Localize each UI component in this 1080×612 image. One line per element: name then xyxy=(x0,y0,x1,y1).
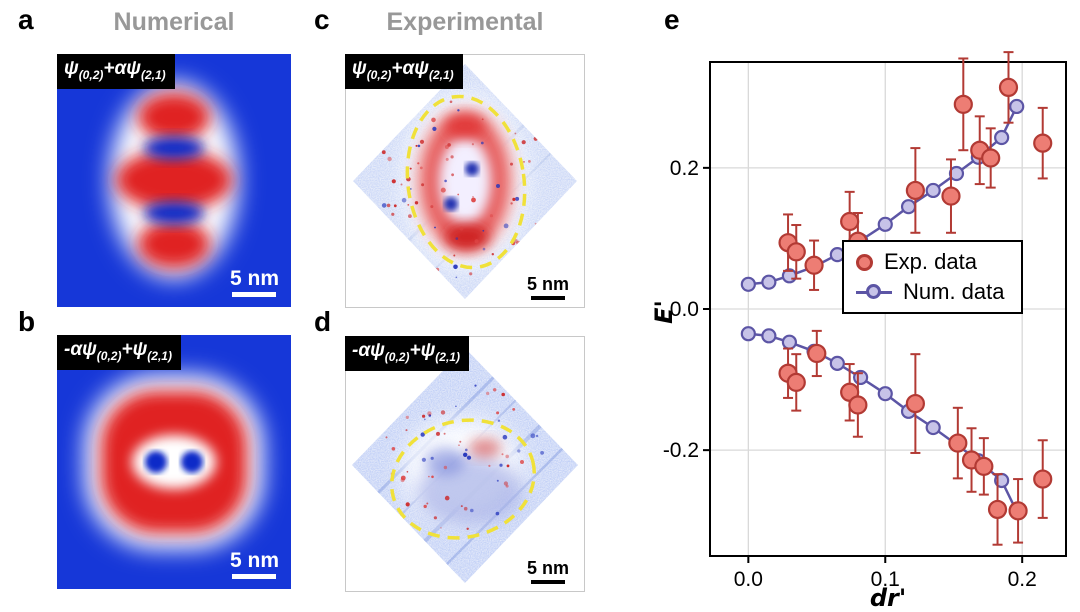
legend-label-num: Num. data xyxy=(903,279,1005,304)
num-data-marker-icon xyxy=(856,283,892,302)
formula-label-c: ψ(0,2)+αψ(2,1) xyxy=(345,54,463,89)
panel-letter-e: e xyxy=(664,4,680,35)
scale-bar-line xyxy=(530,580,565,584)
svg-text:0.2: 0.2 xyxy=(670,157,699,180)
legend-item-num: Num. data xyxy=(856,281,1005,303)
panel-letter-a: a xyxy=(18,4,34,35)
stm-image-c xyxy=(345,54,585,308)
column-title-experimental: Experimental xyxy=(386,8,544,36)
wavefunction-image-a xyxy=(57,54,291,307)
chart-plot: 0.0 0.1 0.2 0.2 0.0 -0.2 xyxy=(663,51,1067,591)
scale-bar-line xyxy=(232,292,277,297)
experimental-image-c: ψ(0,2)+αψ(2,1) 5 nm xyxy=(345,54,585,308)
stm-image-d xyxy=(345,336,585,592)
column-title-numerical: Numerical xyxy=(113,8,235,36)
formula-label-b: -αψ(0,2)+ψ(2,1) xyxy=(57,335,181,370)
svg-text:-0.2: -0.2 xyxy=(663,439,699,462)
svg-text:0.1: 0.1 xyxy=(871,568,900,591)
panel-letter-d: d xyxy=(314,306,332,337)
scale-bar-line xyxy=(530,296,565,300)
chart-panel-e: 0.0 0.1 0.2 0.2 0.0 -0.2 E' dr' Exp. data Num… xyxy=(650,26,1080,612)
formula-label-a: ψ(0,2)+αψ(2,1) xyxy=(57,54,175,89)
noise-speckles xyxy=(385,379,544,530)
scale-bar-c: 5 nm xyxy=(527,275,569,300)
scale-bar-b: 5 nm xyxy=(230,550,279,579)
wavefunction-image-b xyxy=(57,335,291,589)
numerical-image-b: -αψ(0,2)+ψ(2,1) 5 nm xyxy=(57,335,291,589)
panel-letter-c: c xyxy=(314,4,330,35)
numerical-image-a: ψ(0,2)+αψ(2,1) 5 nm xyxy=(57,54,291,307)
scale-bar-line xyxy=(232,574,277,579)
formula-label-d: -αψ(0,2)+ψ(2,1) xyxy=(345,336,469,371)
svg-text:0.0: 0.0 xyxy=(734,568,763,591)
svg-text:0.2: 0.2 xyxy=(1008,568,1037,591)
svg-text:0.0: 0.0 xyxy=(670,298,699,321)
scale-bar-d: 5 nm xyxy=(527,559,569,584)
chart-legend: Exp. data Num. data xyxy=(842,240,1023,314)
exp-data-marker-icon xyxy=(856,253,873,271)
experimental-image-d: -αψ(0,2)+ψ(2,1) 5 nm xyxy=(345,336,585,592)
legend-item-exp: Exp. data xyxy=(856,251,1005,273)
dashed-ellipse-annotation xyxy=(389,418,537,540)
legend-label-exp: Exp. data xyxy=(884,249,977,274)
x-axis-label: dr' xyxy=(869,584,907,612)
scale-bar-a: 5 nm xyxy=(230,268,279,297)
dashed-ellipse-annotation xyxy=(405,94,527,270)
panel-letter-b: b xyxy=(18,306,36,337)
y-axis-label: E' xyxy=(649,300,678,324)
